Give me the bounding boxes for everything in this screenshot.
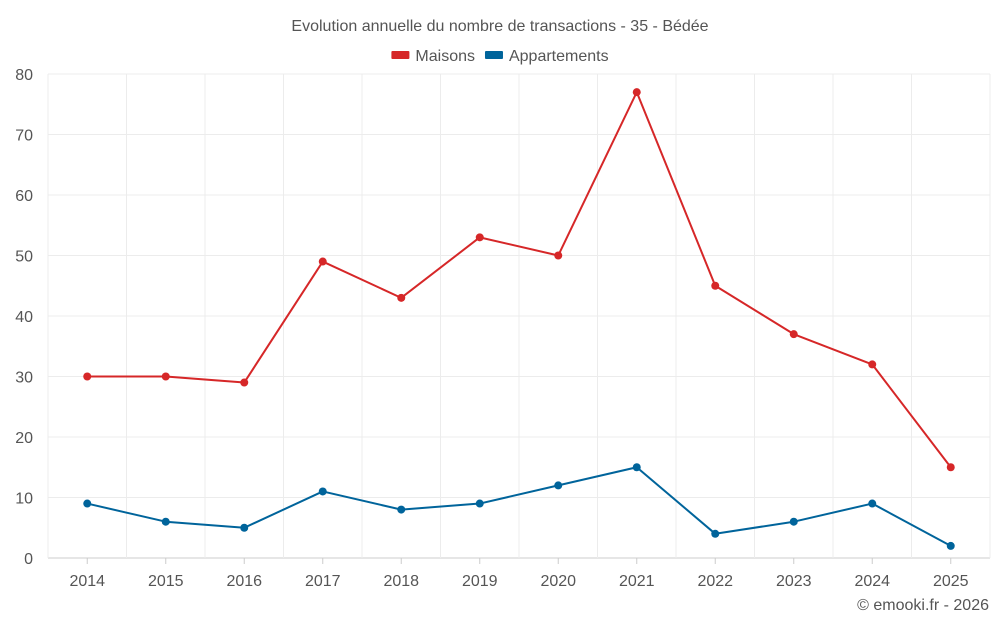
data-point-maisons-2024[interactable]	[868, 360, 877, 369]
y-tick-label: 0	[24, 551, 33, 568]
x-tick-label: 2025	[933, 573, 969, 590]
y-axis: 0 10 20 30 40 50 60 70 80	[15, 67, 33, 568]
data-point-appartements-2014[interactable]	[83, 499, 92, 508]
data-point-maisons-2014[interactable]	[83, 372, 92, 381]
grid	[47, 73, 991, 559]
x-tick-label: 2019	[462, 573, 498, 590]
chart-title: Evolution annuelle du nombre de transact…	[291, 18, 708, 35]
y-tick-label: 30	[15, 370, 33, 387]
legend: Maisons Appartements	[391, 48, 609, 65]
data-point-maisons-2022[interactable]	[711, 281, 720, 290]
credit-text: © emooki.fr - 2026	[857, 597, 989, 614]
x-tick-label: 2020	[540, 573, 576, 590]
y-tick-label: 40	[15, 309, 33, 326]
data-point-appartements-2019[interactable]	[475, 499, 484, 508]
y-tick-label: 60	[15, 188, 33, 205]
data-point-maisons-2023[interactable]	[789, 330, 798, 339]
data-point-appartements-2024[interactable]	[868, 499, 877, 508]
legend-swatch	[391, 51, 410, 59]
y-tick-label: 50	[15, 249, 33, 266]
series-maisons	[83, 88, 955, 472]
series-line-appartements	[87, 466, 952, 547]
legend-label: Appartements	[509, 48, 609, 65]
legend-swatch	[484, 51, 503, 59]
data-point-appartements-2020[interactable]	[554, 481, 563, 490]
data-point-maisons-2019[interactable]	[475, 233, 484, 242]
x-axis: 2014 2015 2016 2017 2018 2019 2020 2021 2022 2023…	[69, 558, 969, 590]
data-point-appartements-2022[interactable]	[711, 529, 720, 538]
data-point-maisons-2021[interactable]	[632, 88, 641, 97]
data-point-maisons-2017[interactable]	[318, 257, 327, 266]
series-group	[83, 88, 955, 550]
data-point-appartements-2018[interactable]	[397, 505, 406, 514]
x-tick-label: 2024	[854, 573, 890, 590]
y-tick-label: 70	[15, 128, 33, 145]
data-point-appartements-2015[interactable]	[161, 517, 170, 526]
data-point-appartements-2017[interactable]	[318, 487, 327, 496]
data-point-appartements-2016[interactable]	[240, 523, 249, 532]
data-point-maisons-2025[interactable]	[946, 463, 955, 472]
data-point-appartements-2021[interactable]	[632, 463, 641, 472]
legend-item-maisons[interactable]: Maisons	[391, 48, 475, 65]
data-point-appartements-2023[interactable]	[789, 517, 798, 526]
legend-item-appartements[interactable]: Appartements	[484, 48, 609, 65]
data-point-maisons-2015[interactable]	[161, 372, 170, 381]
legend-label: Maisons	[415, 48, 475, 65]
y-tick-label: 10	[15, 491, 33, 508]
x-tick-label: 2015	[148, 573, 184, 590]
x-tick-label: 2022	[697, 573, 733, 590]
data-point-maisons-2020[interactable]	[554, 251, 563, 260]
x-tick-label: 2023	[776, 573, 812, 590]
x-tick-label: 2014	[69, 573, 105, 590]
data-point-maisons-2018[interactable]	[397, 293, 406, 302]
series-line-maisons	[87, 91, 952, 468]
x-tick-label: 2021	[619, 573, 655, 590]
series-appartements	[83, 463, 955, 550]
x-tick-label: 2016	[226, 573, 262, 590]
y-tick-label: 20	[15, 430, 33, 447]
data-point-maisons-2016[interactable]	[240, 378, 249, 387]
x-tick-label: 2018	[383, 573, 419, 590]
data-point-appartements-2025[interactable]	[946, 541, 955, 550]
y-tick-label: 80	[15, 67, 33, 84]
x-tick-label: 2017	[305, 573, 341, 590]
